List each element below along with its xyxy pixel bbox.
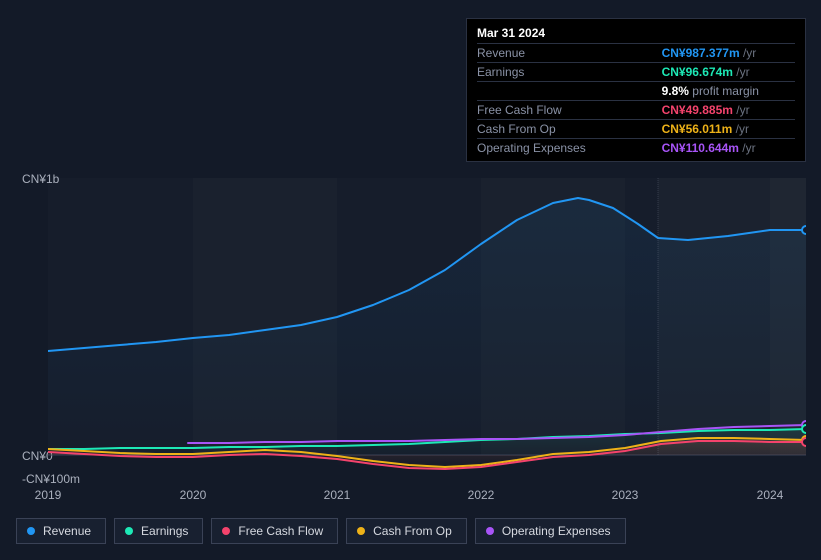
legend-label: Cash From Op	[373, 524, 452, 538]
legend-dot-icon	[125, 527, 133, 535]
tooltip-metric-value: CN¥96.674m /yr	[662, 63, 795, 82]
x-axis-label: 2019	[35, 488, 62, 502]
legend-item-revenue[interactable]: Revenue	[16, 518, 106, 544]
tooltip-row: Operating ExpensesCN¥110.644m /yr	[477, 139, 795, 158]
tooltip-metric-label: Cash From Op	[477, 120, 662, 139]
x-axis-label: 2022	[468, 488, 495, 502]
tooltip-row: Cash From OpCN¥56.011m /yr	[477, 120, 795, 139]
legend-label: Earnings	[141, 524, 188, 538]
y-axis-label: -CN¥100m	[22, 472, 80, 486]
legend-item-operating_expenses[interactable]: Operating Expenses	[475, 518, 626, 544]
tooltip-margin: 9.8% profit margin	[662, 82, 795, 101]
legend-label: Free Cash Flow	[238, 524, 323, 538]
legend-dot-icon	[486, 527, 494, 535]
tooltip-metric-label: Revenue	[477, 44, 662, 63]
tooltip-row: EarningsCN¥96.674m /yr	[477, 63, 795, 82]
chart-tooltip: Mar 31 2024RevenueCN¥987.377m /yrEarning…	[466, 18, 806, 162]
legend-label: Operating Expenses	[502, 524, 611, 538]
tooltip-table: RevenueCN¥987.377m /yrEarningsCN¥96.674m…	[477, 43, 795, 157]
legend-item-cash_from_op[interactable]: Cash From Op	[346, 518, 467, 544]
tooltip-metric-value: CN¥110.644m /yr	[662, 139, 795, 158]
tooltip-row: 9.8% profit margin	[477, 82, 795, 101]
chart-legend: Revenue Earnings Free Cash Flow Cash From O…	[16, 518, 626, 544]
tooltip-row: Free Cash FlowCN¥49.885m /yr	[477, 101, 795, 120]
tooltip-metric-label: Free Cash Flow	[477, 101, 662, 120]
series-end-marker-free_cash_flow	[802, 438, 806, 446]
x-axis-label: 2023	[612, 488, 639, 502]
tooltip-metric-label: Earnings	[477, 63, 662, 82]
tooltip-metric-label	[477, 82, 662, 101]
legend-item-free_cash_flow[interactable]: Free Cash Flow	[211, 518, 338, 544]
chart-svg[interactable]	[48, 178, 806, 473]
x-axis-label: 2021	[324, 488, 351, 502]
series-end-marker-earnings	[802, 425, 806, 433]
legend-dot-icon	[27, 527, 35, 535]
tooltip-row: RevenueCN¥987.377m /yr	[477, 44, 795, 63]
legend-item-earnings[interactable]: Earnings	[114, 518, 203, 544]
tooltip-metric-value: CN¥49.885m /yr	[662, 101, 795, 120]
tooltip-metric-value: CN¥987.377m /yr	[662, 44, 795, 63]
legend-dot-icon	[222, 527, 230, 535]
tooltip-metric-value: CN¥56.011m /yr	[662, 120, 795, 139]
tooltip-metric-label: Operating Expenses	[477, 139, 662, 158]
legend-dot-icon	[357, 527, 365, 535]
series-end-marker-revenue	[802, 226, 806, 234]
legend-label: Revenue	[43, 524, 91, 538]
tooltip-date: Mar 31 2024	[477, 25, 795, 43]
x-axis-label: 2024	[757, 488, 784, 502]
x-axis-label: 2020	[180, 488, 207, 502]
